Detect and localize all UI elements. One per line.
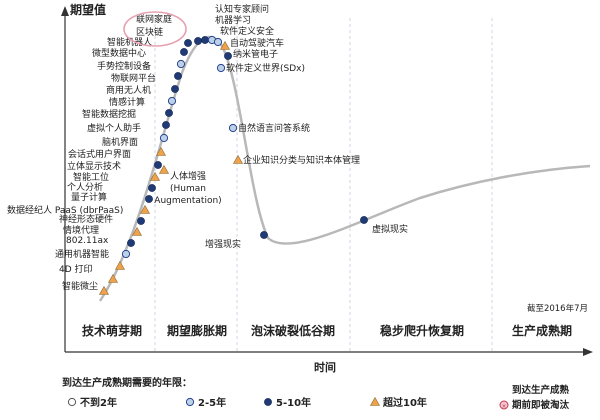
marker-over-10-years [158,164,170,174]
technology-label: 量子计算 [71,191,107,203]
marker-over-10-years [149,171,161,181]
marker-5-10-years [360,216,368,224]
marker-2-5-years [185,397,195,407]
technology-label: 联网家庭 [136,13,172,25]
marker-under-2-years [67,397,77,407]
marker-5-10-years [171,85,179,93]
marker-5-10-years [148,184,156,192]
obsolete-label-line2: 期前即被淘汰 [512,399,570,411]
technology-label: 立体显示技术 [67,160,121,172]
legend-label: 2-5年 [198,396,226,409]
marker-5-10-years [184,39,192,47]
technology-label: 增强现实 [205,238,241,250]
marker-5-10-years [165,109,173,117]
technology-label: 智能数据挖掘 [82,108,136,120]
phase-label: 生产成熟期 [512,323,572,338]
technology-label: 神经形态硬件 [59,213,113,225]
marker-2-5-years [167,96,177,106]
technology-label-line2: (Human [170,184,206,194]
marker-over-10-years [131,226,143,236]
marker-over-10-years [232,154,244,164]
technology-label: 软件定义安全 [220,25,274,37]
technology-label: 4D 打印 [59,263,93,275]
x-axis-title: 时间 [314,360,336,374]
legend-title: 到达生产成熟期需要的年限： [62,376,192,389]
marker-5-10-years [264,398,272,406]
technology-label: 自动驾驶汽车 [230,37,284,49]
technology-label: 情感计算 [109,96,145,108]
technology-label: 802.11ax [66,236,109,246]
marker-5-10-years [180,48,188,56]
obsolete-label-line1: 到达生产成熟 [512,384,570,396]
marker-2-5-years [159,133,169,143]
technology-label: 物联网平台 [111,72,156,84]
marker-5-10-years [154,161,162,169]
marker-5-10-years [260,231,268,239]
legend-area [0,376,600,420]
y-axis-arrow [61,6,69,16]
technology-label: 纳米管电子 [233,48,278,60]
technology-label: 会话式用户界面 [68,148,131,160]
marker-5-10-years [127,239,135,247]
technology-label-line3: Augmentation) [154,196,221,206]
date-note: 截至2016年7月 [527,303,588,314]
phase-label: 泡沫破裂低谷期 [251,323,335,338]
marker-5-10-years [137,217,145,225]
marker-2-5-years [176,59,186,69]
legend-label: 超过10年 [382,396,427,409]
hype-curve [98,35,591,302]
technology-label: 区块链 [136,26,163,38]
legend-label: 不到2年 [80,396,117,409]
marker-over-10-years [114,260,126,270]
marker-5-10-years [145,195,153,203]
marker-2-5-years [213,37,223,47]
marker-5-10-years [224,52,232,60]
technology-label: 智能微尘 [62,280,98,292]
phase-label: 稳步爬升恢复期 [380,323,464,338]
legend-label: 5-10年 [276,396,311,409]
marker-2-5-years [216,63,226,73]
technology-label: 微型数据中心 [92,47,146,59]
technology-label: 企业知识分类与知识本体管理 [243,154,360,166]
phase-label: 技术萌芽期 [82,323,142,338]
technology-label: 虚拟现实 [372,223,408,235]
marker-over-10-years [219,40,231,50]
technology-label: 认知专家顾问 [215,3,269,15]
x-axis-arrow [583,348,593,356]
marker-5-10-years [194,37,202,45]
marker-5-10-years [201,36,209,44]
marker-over-10-years [107,273,119,283]
marker-over-10-years [98,285,110,295]
technology-label: 数据经纪人 PaaS (dbrPaaS) [7,204,123,216]
technology-label: 机器学习 [215,14,251,26]
marker-over-10-years [155,146,167,156]
marker-5-10-years [174,72,182,80]
phase-label: 期望膨胀期 [167,323,227,338]
marker-2-5-years [228,123,238,133]
technology-label: 情境代理 [63,224,99,236]
technology-label: 手势控制设备 [97,60,151,72]
marker-2-5-years [121,249,131,259]
technology-label: 软件定义世界(SDx) [226,62,305,74]
obsolete-marker-x: × [501,403,506,410]
highlight-ellipse [123,11,187,47]
marker-over-10-years [369,396,381,406]
marker-over-10-years [139,204,151,214]
technology-label: 商用无人机 [106,84,151,96]
technology-label: 人体增强 [170,170,206,182]
technology-label: 个人分析 [67,181,103,193]
technology-label: 脑机界面 [102,136,138,148]
y-axis-title: 期望值 [70,2,106,17]
technology-label: 自然语言问答系统 [238,122,310,134]
technology-label: 智能机器人 [107,36,152,48]
technology-label: 虚拟个人助手 [87,122,141,134]
obsolete-marker [499,400,509,410]
marker-5-10-years [162,121,170,129]
technology-label: 智能工位 [73,171,109,183]
technology-label: 通用机器智能 [55,248,109,260]
